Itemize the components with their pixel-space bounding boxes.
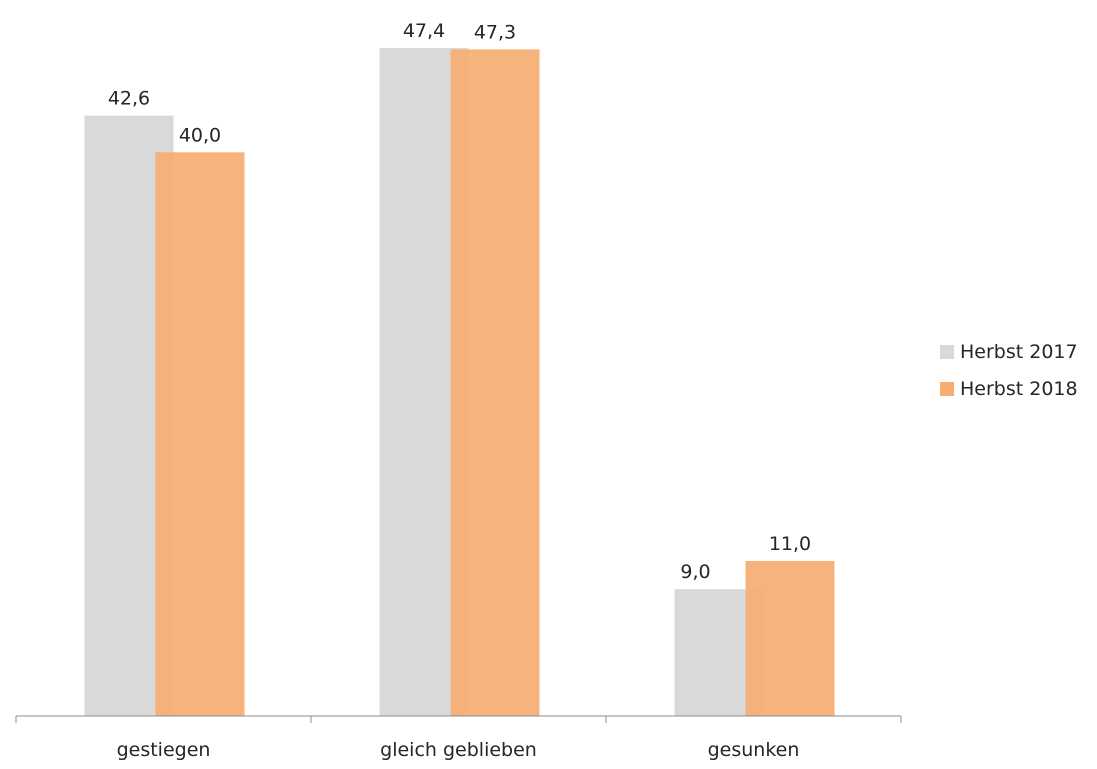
legend-item-herbst-2017: Herbst 2017 — [940, 341, 1078, 363]
data-label-herbst-2017-1: 47,4 — [403, 20, 445, 42]
x-tick-label-0: gestiegen — [117, 739, 211, 761]
x-tick-label-1: gleich geblieben — [380, 739, 537, 761]
data-label-herbst-2017-0: 42,6 — [108, 88, 150, 110]
legend-item-herbst-2018: Herbst 2018 — [940, 378, 1078, 400]
data-label-herbst-2018-1: 47,3 — [474, 21, 516, 43]
data-label-herbst-2018-2: 11,0 — [769, 533, 811, 555]
legend-swatch-herbst-2018 — [940, 382, 954, 396]
bar-herbst-2018-1 — [450, 49, 540, 716]
legend-label-herbst-2017: Herbst 2017 — [960, 341, 1078, 363]
data-label-herbst-2018-0: 40,0 — [179, 124, 221, 146]
data-label-herbst-2017-2: 9,0 — [680, 561, 710, 583]
bar-herbst-2018-2 — [745, 560, 835, 716]
legend-swatch-herbst-2017 — [940, 345, 954, 359]
legend: Herbst 2017 Herbst 2018 — [940, 341, 1078, 416]
legend-label-herbst-2018: Herbst 2018 — [960, 378, 1078, 400]
x-tick-label-2: gesunken — [708, 739, 800, 761]
bar-herbst-2018-0 — [155, 152, 245, 716]
